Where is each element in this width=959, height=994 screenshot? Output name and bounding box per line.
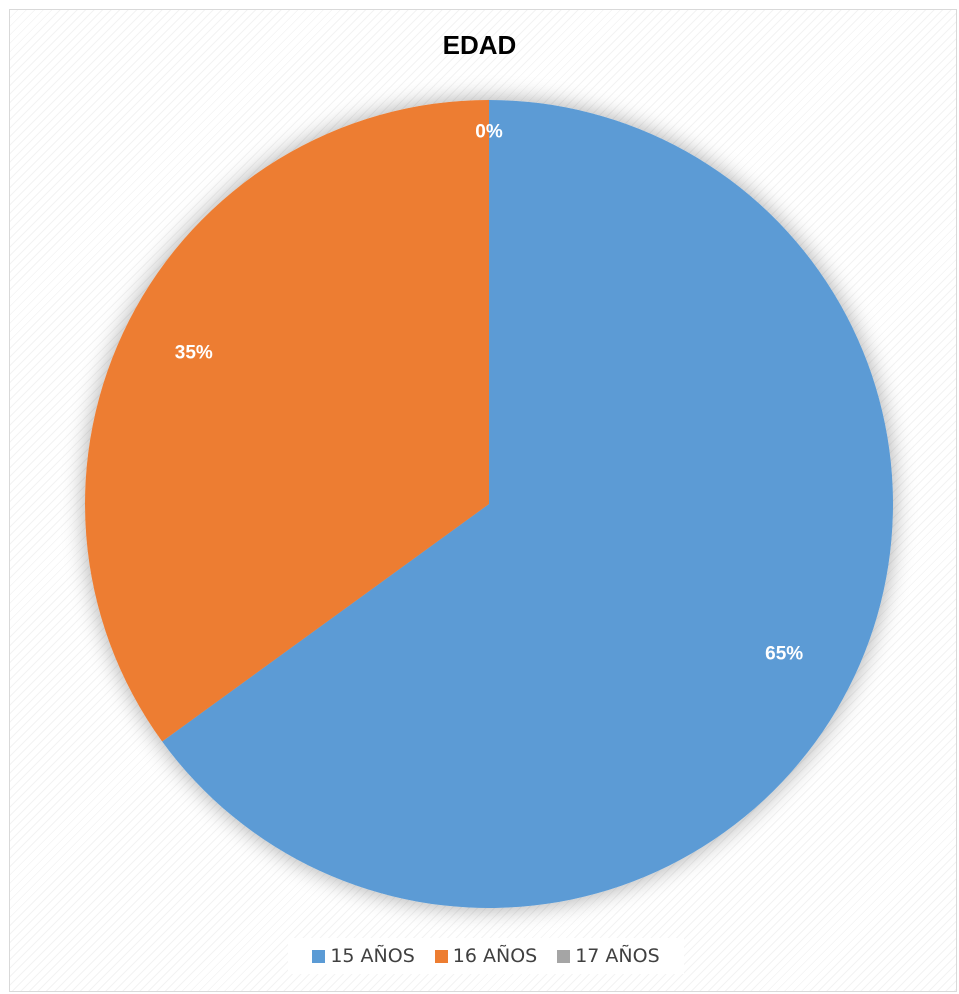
legend-label-17: 17 AÑOS: [575, 945, 660, 967]
pie-slice-15: [162, 100, 894, 909]
chart-title: EDAD: [442, 30, 517, 60]
legend-swatch-16: [434, 949, 448, 963]
legend-label-15: 15 AÑOS: [330, 945, 415, 967]
legend-item-17: 17 AÑOS: [557, 945, 660, 967]
data-label-16: 35%: [175, 343, 213, 364]
legend-label-16: 16 AÑOS: [452, 945, 538, 967]
legend-swatch-15: [312, 949, 326, 963]
data-label-15: 65%: [765, 643, 803, 664]
legend-item-16: 16 AÑOS: [434, 945, 538, 967]
legend-swatch-17: [557, 949, 571, 963]
legend-item-15: 15 AÑOS: [312, 945, 415, 967]
data-label-17: 0%: [475, 121, 503, 142]
pie-slice-16: [84, 100, 489, 742]
chart-legend: 15 AÑOS 16 AÑOS 17 AÑOS: [288, 938, 684, 974]
